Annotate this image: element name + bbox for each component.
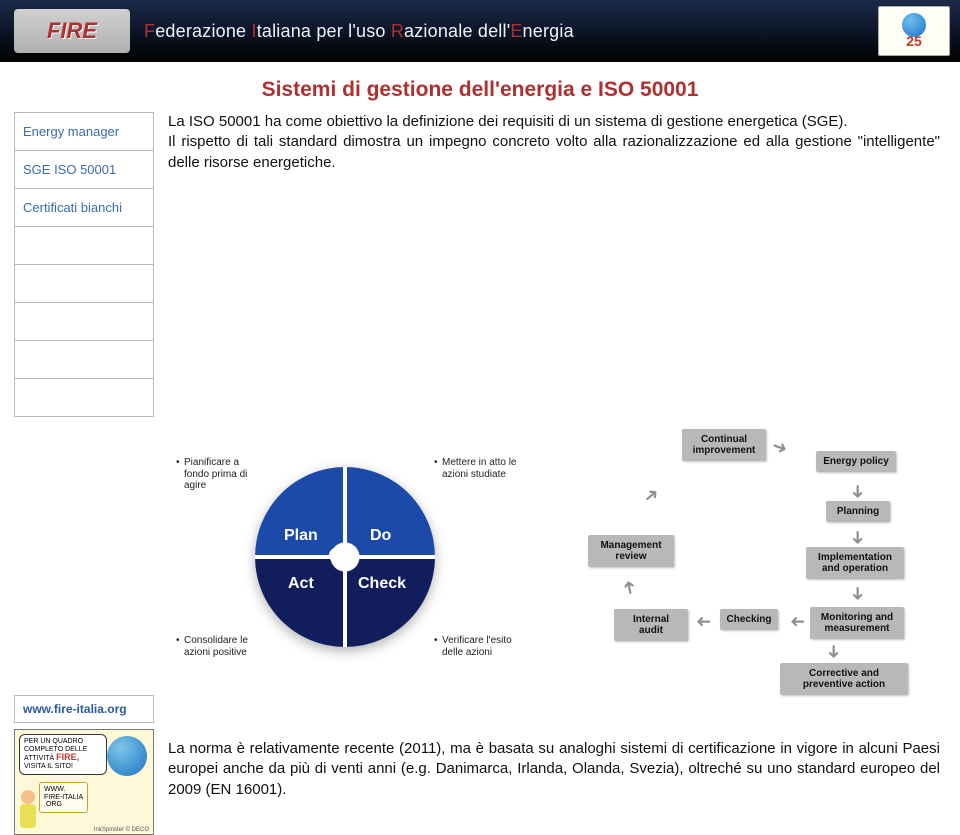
- comic-globe-icon: [107, 736, 147, 776]
- website-url[interactable]: www.fire-italia.org: [14, 695, 154, 723]
- sidebar: Energy managerSGE ISO 50001Certificati b…: [14, 112, 154, 417]
- cycle-node-ia: Internal audit: [614, 609, 688, 641]
- cycle-node-ci: Continual improvement: [682, 429, 766, 461]
- comic-panel: PER UN QUADRO COMPLETO DELLE ATTIVITÀ FI…: [14, 729, 154, 835]
- sidebar-item-4: [15, 265, 154, 303]
- comic-bubble-logo: FIRE,: [56, 752, 79, 762]
- cycle-node-mr: Management review: [588, 535, 674, 567]
- footer-main: La norma è relativamente recente (2011),…: [168, 695, 940, 800]
- cycle-node-io: Implementation and operation: [806, 547, 904, 579]
- sidebar-item-1[interactable]: SGE ISO 50001: [15, 151, 154, 189]
- pdca-check-label: Check: [358, 575, 406, 593]
- cycle-node-ep: Energy policy: [816, 451, 896, 472]
- management-cycle-diagram: Continual improvement Energy policy Planni…: [550, 427, 910, 687]
- pdca-plan-label: Plan: [284, 527, 318, 545]
- cycle-arrow-1: ➜: [847, 484, 868, 499]
- footer-left: www.fire-italia.org PER UN QUADRO COMPLE…: [14, 695, 154, 835]
- pdca-do-label: Do: [370, 527, 391, 545]
- body-row: Energy managerSGE ISO 50001Certificati b…: [0, 112, 960, 417]
- footer-row: www.fire-italia.org PER UN QUADRO COMPLE…: [0, 687, 960, 835]
- pdca-callout-act: Consolidare le azioni positive: [184, 635, 262, 658]
- pdca-callout-check: Verificare l'esito delle azioni: [442, 635, 520, 658]
- cycle-arrow-2: ➜: [847, 530, 868, 545]
- cycle-arrow-0: ➜: [769, 435, 790, 460]
- cycle-arrow-5: ➜: [696, 611, 711, 632]
- sidebar-item-7: [15, 379, 154, 417]
- sidebar-item-5: [15, 303, 154, 341]
- page-title: Sistemi di gestione dell'energia e ISO 5…: [0, 62, 960, 112]
- fire-logo: FIRE: [14, 9, 130, 53]
- sidebar-item-3: [15, 227, 154, 265]
- sidebar-item-2[interactable]: Certificati bianchi: [15, 189, 154, 227]
- sidebar-item-0[interactable]: Energy manager: [15, 113, 154, 151]
- cycle-node-cpa: Corrective and preventive action: [780, 663, 908, 695]
- cycle-arrow-6: ➜: [618, 578, 641, 597]
- sidebar-item-6: [15, 341, 154, 379]
- cycle-arrow-7: ➜: [639, 483, 664, 509]
- sidebar-table: Energy managerSGE ISO 50001Certificati b…: [14, 112, 154, 417]
- cycle-node-mm: Monitoring and measurement: [810, 607, 904, 639]
- cycle-arrow-8: ➜: [823, 644, 844, 659]
- pdca-act-label: Act: [288, 575, 314, 593]
- pdca-callout-plan: Pianificare a fondo prima di agire: [184, 457, 262, 492]
- pdca-callout-do: Mettere in atto le azioni studiate: [442, 457, 520, 480]
- footer-paragraph: La norma è relativamente recente (2011),…: [168, 739, 940, 800]
- cycle-arrow-3: ➜: [847, 586, 868, 601]
- header: FIRE Federazione Italiana per l'uso Razi…: [0, 0, 960, 62]
- cycle-node-chk: Checking: [720, 609, 778, 630]
- cycle-node-pl: Planning: [826, 501, 890, 522]
- comic-bubble-tail: VISITA IL SITO!: [24, 763, 73, 770]
- comic-credit: InkSpinster © DECO: [94, 827, 149, 833]
- pdca-cycle-icon: ⟳: [328, 542, 348, 571]
- diagrams-row: Pianificare a fondo prima di agire Mette…: [0, 417, 960, 687]
- anniversary-badge: 25: [878, 6, 950, 56]
- comic-speech-bubble: PER UN QUADRO COMPLETO DELLE ATTIVITÀ FI…: [19, 734, 107, 775]
- pdca-diagram: Pianificare a fondo prima di agire Mette…: [160, 427, 530, 687]
- cycle-arrow-4: ➜: [790, 611, 805, 632]
- main-paragraph: La ISO 50001 ha come obiettivo la defini…: [168, 112, 940, 417]
- federation-title: Federazione Italiana per l'uso Razionale…: [144, 21, 574, 42]
- comic-character: [17, 790, 39, 834]
- globe-icon: [902, 13, 926, 37]
- comic-site-sign: WWW.FIRE-ITALIA.ORG: [39, 782, 88, 813]
